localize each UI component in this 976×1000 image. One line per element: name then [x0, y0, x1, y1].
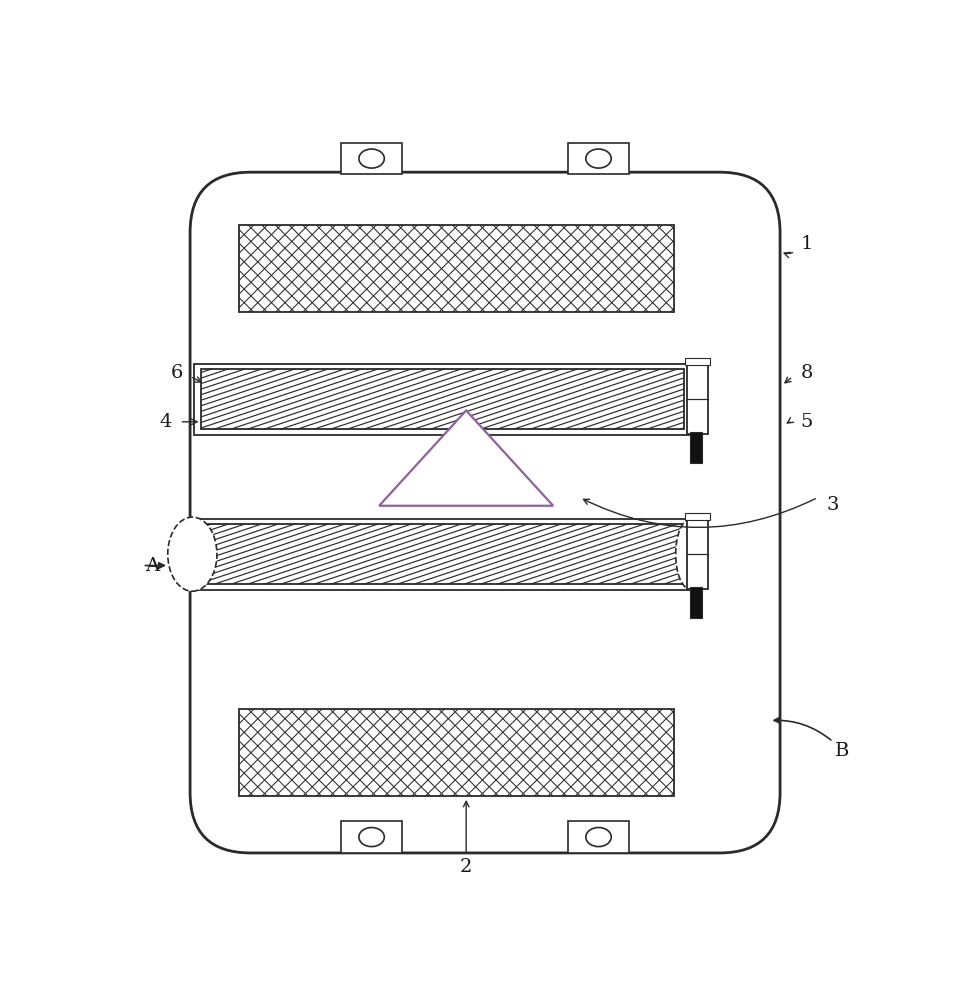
- Text: 2: 2: [460, 858, 472, 876]
- Text: 5: 5: [800, 413, 813, 431]
- Bar: [687, 519, 709, 589]
- Text: 8: 8: [800, 364, 813, 382]
- Polygon shape: [379, 410, 553, 506]
- Bar: [690, 432, 702, 463]
- Text: 6: 6: [170, 364, 183, 382]
- FancyBboxPatch shape: [190, 172, 780, 853]
- Text: B: B: [834, 742, 849, 760]
- Bar: [690, 587, 702, 618]
- Ellipse shape: [168, 517, 217, 591]
- Bar: [194, 519, 692, 590]
- Bar: [568, 143, 629, 174]
- Ellipse shape: [586, 149, 611, 168]
- Ellipse shape: [359, 828, 385, 847]
- Text: A: A: [145, 557, 159, 575]
- Text: 4: 4: [160, 413, 172, 431]
- Bar: [239, 709, 674, 796]
- Ellipse shape: [675, 519, 705, 589]
- Bar: [685, 358, 711, 365]
- Ellipse shape: [586, 828, 611, 847]
- Bar: [201, 524, 684, 584]
- Bar: [685, 513, 711, 520]
- Text: 3: 3: [827, 496, 839, 514]
- Bar: [342, 143, 402, 174]
- Bar: [568, 821, 629, 853]
- Ellipse shape: [359, 149, 385, 168]
- Bar: [239, 225, 674, 312]
- Bar: [194, 364, 692, 435]
- Bar: [201, 369, 684, 429]
- Text: 1: 1: [800, 235, 813, 253]
- Bar: [687, 364, 709, 434]
- Bar: [342, 821, 402, 853]
